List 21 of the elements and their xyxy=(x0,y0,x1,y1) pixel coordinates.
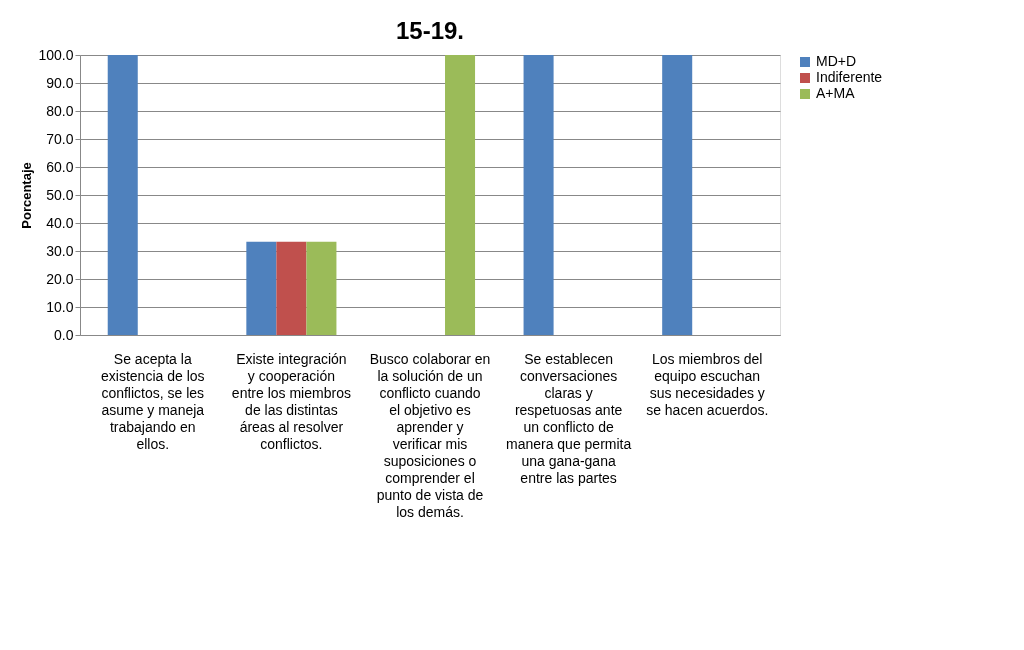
legend-label: Indiferente xyxy=(816,69,883,85)
legend-label: MD+D xyxy=(816,53,857,69)
y-tick-label: 100.0 xyxy=(38,46,74,63)
category-label: Busco colaborar en la solución de un conflicto cuando el objetivo es aprender y verificar mis suposiciones o comprender el punto de vista de los demás. xyxy=(369,351,491,520)
y-tick-label: 0.0 xyxy=(54,326,74,343)
y-tick-label: 20.0 xyxy=(46,270,74,287)
y-tick-label: 70.0 xyxy=(46,130,74,147)
y-tick-label: 90.0 xyxy=(46,74,74,91)
y-tick-label: 10.0 xyxy=(46,298,74,315)
y-tick-label: 40.0 xyxy=(46,214,74,231)
y-tick-label: 80.0 xyxy=(46,102,74,119)
legend-label: A+MA xyxy=(816,85,856,101)
x-tick-label: Los miembros del equipo escuchan sus necesidades y se hacen acuerdos. xyxy=(646,351,769,418)
y-tick-label: 50.0 xyxy=(46,186,74,203)
chart-title: 15-19. xyxy=(395,17,465,44)
x-tick-label: Se establecen conversaciones claras y respetuosas ante un conflicto de manera que permita una gana-gana entre las partes xyxy=(505,351,632,486)
x-tick-label: Se acepta la existencia de los conflictos, se les asume y maneja trabajando en ellos. xyxy=(101,351,205,452)
x-tick-label: Existe integración y cooperación entre los miembros de las distintas áreas al resolver conflictos. xyxy=(231,351,351,452)
y-tick-label: 60.0 xyxy=(46,158,74,175)
y-axis-title: Porcentaje xyxy=(19,162,35,229)
y-tick-label: 30.0 xyxy=(46,242,74,259)
